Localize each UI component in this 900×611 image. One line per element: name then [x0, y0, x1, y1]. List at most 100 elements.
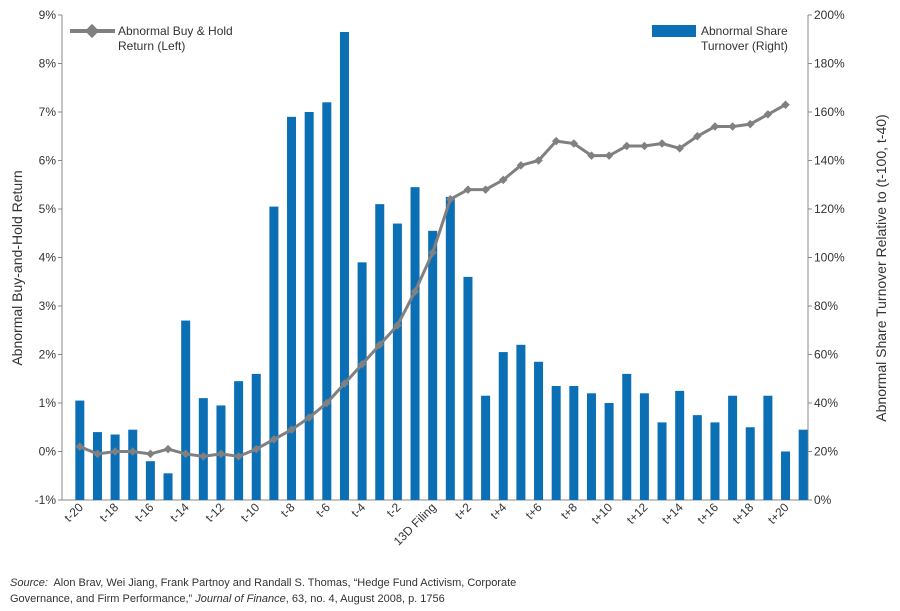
x-tick-label: t-14 — [167, 500, 192, 525]
bar — [463, 276, 473, 500]
line-marker — [304, 413, 314, 422]
line-marker — [481, 185, 490, 194]
x-tick-label: t-4 — [348, 500, 368, 520]
source-note: Source: Alon Brav, Wei Jiang, Frank Part… — [10, 575, 570, 607]
y-tick-label: 8% — [39, 57, 57, 71]
line-marker — [234, 452, 243, 461]
y2-tick-label: 0% — [814, 493, 832, 507]
line-marker — [199, 452, 208, 461]
bar — [128, 429, 138, 500]
bar — [569, 386, 579, 500]
bar — [163, 473, 173, 500]
y2-tick-label: 140% — [814, 154, 845, 168]
legend-label: Abnormal Share Turnover (Right) — [701, 24, 788, 53]
bar — [181, 320, 191, 500]
bar — [675, 390, 685, 500]
line-marker — [357, 359, 367, 369]
bar — [198, 398, 208, 500]
y-tick-label: -1% — [35, 493, 57, 507]
bar — [428, 230, 438, 500]
bar — [798, 429, 808, 500]
legend-label: Abnormal Buy & Hold Return (Left) — [118, 24, 233, 53]
x-tick-label: t-6 — [313, 500, 333, 520]
line-marker — [640, 141, 649, 151]
bar — [322, 102, 332, 501]
line-marker — [75, 442, 85, 451]
line-marker — [252, 444, 261, 454]
bar — [604, 403, 614, 500]
bar — [357, 262, 367, 500]
y2-tick-label: 80% — [814, 299, 838, 313]
y-tick-label: 0% — [39, 445, 57, 459]
bar — [410, 187, 420, 501]
y2-tick-label: 40% — [814, 396, 838, 410]
x-tick-label: t+20 — [765, 500, 792, 527]
y-tick-label: 6% — [39, 154, 57, 168]
x-tick-label: t+8 — [558, 500, 580, 522]
line-marker — [110, 447, 120, 456]
line-marker — [463, 185, 473, 194]
y2-tick-label: 100% — [814, 251, 845, 265]
bar — [110, 434, 120, 500]
bar — [586, 393, 596, 500]
y-tick-label: 4% — [39, 251, 57, 265]
x-tick-label: t-8 — [278, 500, 298, 520]
y2-tick-label: 20% — [814, 445, 838, 459]
bar — [551, 386, 561, 500]
x-tick-label: t-2 — [384, 500, 404, 520]
source-journal: Journal of Finance — [195, 593, 286, 605]
bar — [269, 206, 279, 500]
x-tick-label: t+2 — [452, 500, 474, 522]
bar — [304, 112, 314, 500]
line-marker — [163, 444, 173, 454]
bar — [234, 381, 244, 500]
line-marker — [393, 321, 402, 330]
bar — [251, 373, 261, 500]
line-marker — [375, 340, 384, 350]
bar — [481, 395, 491, 500]
bar — [745, 427, 755, 500]
line-marker — [340, 379, 349, 388]
y-axis-label: Abnormal Buy-and-Hold Return — [9, 170, 25, 365]
bar — [145, 461, 155, 500]
y2-tick-label: 120% — [814, 202, 845, 216]
line-marker — [446, 195, 455, 204]
x-tick-label: t-18 — [97, 500, 122, 525]
x-tick-label: t+4 — [487, 500, 509, 522]
line-marker — [657, 139, 667, 148]
source-label: Source: — [10, 577, 48, 589]
bar — [657, 422, 667, 500]
y2-axis-label: Abnormal Share Turnover Relative to (t-1… — [873, 114, 889, 421]
y-tick-label: 5% — [39, 202, 57, 216]
x-tick-label: t+16 — [694, 500, 721, 527]
bar — [445, 196, 455, 500]
line-marker — [146, 449, 155, 459]
line-marker — [181, 449, 190, 459]
bar — [92, 432, 102, 500]
x-tick-label: t+14 — [659, 500, 686, 527]
bar — [692, 415, 702, 500]
bar — [639, 393, 649, 500]
y2-tick-label: 60% — [814, 348, 838, 362]
y-tick-label: 2% — [39, 348, 57, 362]
bar — [287, 116, 297, 500]
x-tick-label: t+6 — [523, 500, 545, 522]
line-marker — [728, 122, 737, 131]
bar — [622, 373, 632, 500]
legend-marker — [84, 23, 100, 39]
y2-tick-label: 200% — [814, 8, 845, 22]
line-marker — [499, 175, 508, 185]
bar — [392, 223, 402, 501]
y-tick-label: 3% — [39, 299, 57, 313]
bar — [375, 204, 385, 500]
chart: Abnormal Buy-and-Hold Return Abnormal Sh… — [9, 8, 889, 548]
x-tick-label: t-12 — [203, 500, 228, 525]
bar — [339, 31, 349, 500]
y-tick-label: 7% — [39, 105, 57, 119]
bar — [763, 395, 773, 500]
y-tick-label: 9% — [39, 8, 57, 22]
bar — [516, 344, 526, 500]
line-marker — [269, 435, 279, 444]
bar — [728, 395, 738, 500]
line-marker — [428, 248, 437, 257]
